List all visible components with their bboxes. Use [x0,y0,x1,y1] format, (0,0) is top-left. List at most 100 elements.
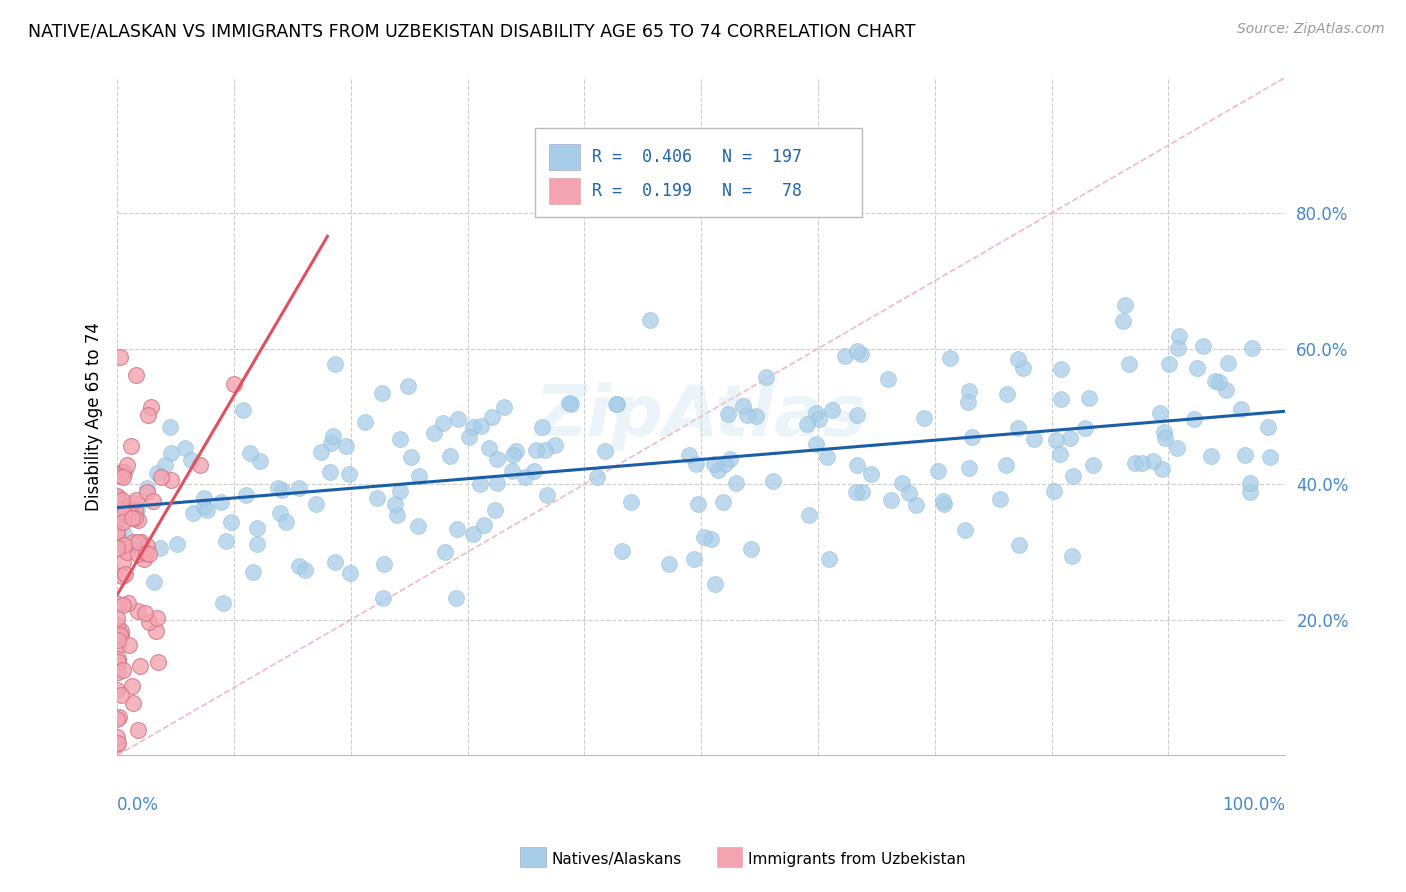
Point [112,599,135,613]
Point [294,563,316,577]
Point [242,565,264,579]
Point [107,710,129,724]
Point [136,540,159,554]
Point [447,412,470,426]
Point [740,541,762,556]
Point [269,506,291,520]
Point [808,412,831,426]
Point [849,347,872,361]
Point [121,496,143,510]
Point [149,541,172,555]
Point [105,541,128,556]
Point [797,508,820,522]
Point [1230,402,1253,417]
Point [107,655,129,669]
Point [146,611,169,625]
Point [127,723,149,737]
Point [1081,458,1104,473]
Point [560,397,582,411]
Point [142,493,165,508]
Point [956,395,979,409]
Point [960,429,983,443]
Point [804,436,827,450]
Point [1192,339,1215,353]
Point [136,484,159,499]
Point [401,450,423,465]
Point [457,430,479,444]
Point [111,568,134,582]
Point [276,515,298,529]
Point [859,467,882,481]
Point [108,628,131,642]
Point [111,664,134,678]
Point [1257,420,1279,434]
Point [135,545,157,559]
Point [806,406,828,420]
Point [683,552,706,566]
Point [107,510,129,524]
Point [1118,357,1140,371]
Point [132,552,155,566]
Point [215,534,238,549]
Point [1201,449,1223,463]
Point [724,476,747,491]
Point [834,349,856,363]
Point [107,598,129,612]
Point [846,458,869,472]
Point [160,473,183,487]
Point [117,638,139,652]
Point [1007,421,1029,435]
Point [1167,341,1189,355]
Point [124,503,146,517]
Point [912,411,935,425]
Point [193,500,215,514]
Point [105,737,128,751]
Point [939,351,962,365]
Point [481,409,503,424]
Point [485,452,508,467]
Point [717,407,740,421]
Text: 0.0%: 0.0% [117,796,159,814]
Point [932,494,955,508]
Point [1204,374,1226,388]
Point [1234,448,1257,462]
Point [470,418,492,433]
Point [605,396,627,410]
Point [114,566,136,581]
Point [115,545,138,559]
Point [335,439,357,453]
Point [1045,433,1067,447]
Point [112,526,135,541]
Point [796,417,818,431]
Point [288,481,311,495]
Point [323,555,346,569]
Point [117,596,139,610]
Point [543,438,565,452]
Point [957,461,980,475]
Text: Natives/Alaskans: Natives/Alaskans [551,853,682,867]
Point [1187,361,1209,376]
Point [505,444,527,458]
Point [180,452,202,467]
Y-axis label: Disability Age 65 to 74: Disability Age 65 to 74 [86,322,103,511]
Point [149,470,172,484]
Point [288,558,311,573]
Point [1142,454,1164,468]
Text: Immigrants from Uzbekistan: Immigrants from Uzbekistan [748,853,966,867]
Point [585,470,607,484]
Point [686,497,709,511]
Point [818,552,841,566]
Point [188,458,211,472]
Point [159,420,181,434]
Point [1153,425,1175,439]
Point [593,444,616,458]
Point [1216,356,1239,370]
Point [718,451,741,466]
Point [388,432,411,446]
Point [934,497,956,511]
Point [108,469,131,483]
Text: NATIVE/ALASKAN VS IMMIGRANTS FROM UZBEKISTAN DISABILITY AGE 65 TO 74 CORRELATION: NATIVE/ALASKAN VS IMMIGRANTS FROM UZBEKI… [28,22,915,40]
Point [1114,298,1136,312]
Point [994,458,1017,473]
Point [181,506,204,520]
